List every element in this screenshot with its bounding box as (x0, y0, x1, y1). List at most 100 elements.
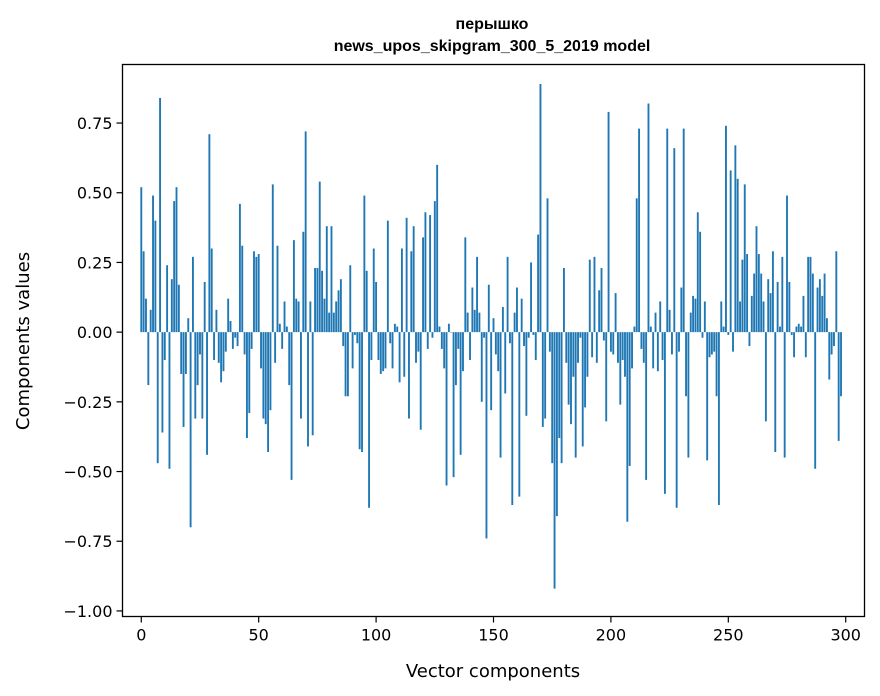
bar (743, 184, 746, 333)
bar (300, 332, 302, 419)
bar (541, 332, 544, 427)
bar (708, 332, 711, 358)
bar (833, 332, 835, 347)
bar-series (140, 84, 842, 589)
bar (581, 332, 584, 447)
bar (424, 212, 427, 333)
bar (166, 265, 169, 333)
bar (593, 256, 596, 333)
bar (459, 332, 462, 455)
bar (612, 332, 615, 355)
bar (809, 256, 812, 333)
bar (633, 326, 636, 333)
bar (173, 201, 176, 333)
x-axis-label: Vector components (406, 661, 580, 682)
bar (393, 323, 396, 333)
bar (497, 332, 500, 372)
bar (227, 298, 230, 333)
bar (194, 332, 197, 419)
bar (811, 273, 814, 333)
bar (706, 332, 709, 461)
bar (783, 332, 786, 458)
bar (217, 332, 220, 363)
bar (307, 332, 309, 447)
bar (741, 259, 744, 333)
bar (572, 332, 575, 377)
bar (703, 301, 706, 333)
bar (527, 332, 530, 338)
bar (628, 332, 631, 466)
bar (647, 103, 650, 333)
bar (323, 298, 326, 333)
bar (464, 237, 467, 333)
bar (290, 332, 293, 480)
bar (361, 332, 363, 453)
bar (344, 332, 347, 397)
bar (544, 332, 547, 419)
bar (830, 332, 833, 355)
bar (433, 201, 436, 333)
bar (732, 332, 734, 352)
bar (776, 281, 779, 333)
bar (325, 226, 328, 333)
bar (680, 287, 683, 333)
bar (781, 256, 784, 333)
bar (302, 231, 305, 333)
bar (405, 217, 408, 333)
bar (574, 332, 577, 458)
bar (645, 332, 648, 480)
x-tick-label: 100 (361, 626, 392, 645)
bar (779, 326, 781, 333)
bar (304, 131, 307, 333)
bar (213, 332, 216, 361)
bar (793, 332, 795, 358)
bar (269, 332, 272, 411)
bar (368, 332, 370, 508)
bar (607, 111, 610, 333)
bar (278, 323, 281, 333)
y-tick-label: −0.75 (63, 532, 112, 551)
bar (617, 332, 619, 363)
bar (321, 270, 324, 333)
bar (236, 332, 239, 347)
bar (638, 128, 641, 333)
bar (431, 332, 434, 338)
bar (635, 198, 638, 333)
bar (729, 170, 732, 333)
bar (271, 184, 274, 333)
bar (426, 332, 429, 349)
bar (457, 332, 460, 349)
bar (621, 332, 624, 361)
bar (255, 256, 258, 333)
bar (598, 290, 601, 333)
bar (722, 326, 725, 333)
bar (579, 332, 582, 338)
bar (142, 251, 145, 333)
bar (499, 332, 502, 458)
bar (408, 332, 410, 419)
bar (565, 332, 568, 363)
bar (203, 281, 206, 333)
bar (840, 332, 842, 397)
bar (152, 195, 154, 333)
bar (419, 332, 422, 430)
bar (403, 332, 406, 377)
y-tick-label: 0.50 (77, 184, 113, 203)
bar (159, 97, 162, 333)
bar (295, 298, 298, 333)
bar (513, 312, 516, 333)
bar (769, 293, 772, 333)
bar (727, 332, 730, 335)
bar (739, 301, 741, 333)
bar (375, 281, 378, 333)
bar (372, 248, 375, 333)
bar (717, 332, 720, 505)
bar (713, 332, 716, 352)
bar (516, 287, 518, 333)
bar (187, 318, 190, 333)
y-tick-label: −0.50 (63, 463, 112, 482)
bar (337, 290, 340, 333)
bar (309, 301, 312, 333)
bar (663, 332, 666, 494)
